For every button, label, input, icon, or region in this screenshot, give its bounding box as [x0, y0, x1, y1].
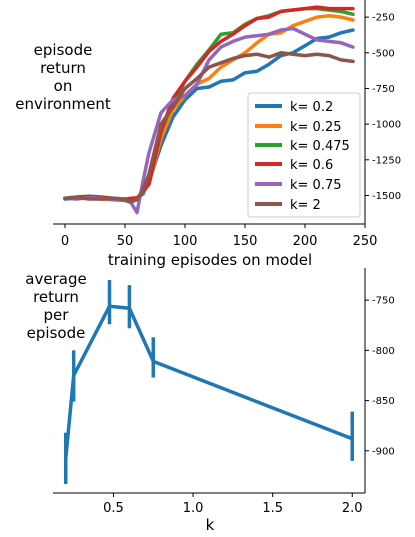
x-tick-label: 0 — [61, 234, 69, 249]
top-y-ticks: -1500 -1250 -1000 -750 -500 -250 — [365, 13, 401, 202]
x-tick-label: 1.0 — [183, 501, 204, 516]
x-tick-label: 0.5 — [103, 501, 124, 516]
bottom-y-label-line-2: return — [33, 288, 79, 306]
legend-entry: k= 0.75 — [255, 178, 342, 193]
x-tick-label: 100 — [173, 234, 198, 249]
bottom-y-axis-label: average return per episode — [25, 270, 86, 342]
bottom-y-label-line-4: episode — [27, 324, 86, 342]
top-legend: k= 0.2 k= 0.25 k= 0.475 k= 0.6 k= 0.75 k… — [247, 92, 361, 218]
top-x-axis-label: training episodes on model — [108, 251, 312, 269]
y-tick-label: -850 — [372, 396, 395, 407]
y-tick-label: -900 — [372, 446, 395, 457]
top-x-ticks: 0 50 100 150 200 250 — [61, 224, 378, 249]
x-tick-label: 1.5 — [262, 501, 283, 516]
y-tick-label: -750 — [372, 84, 395, 95]
legend-label: k= 0.75 — [290, 178, 342, 193]
top-y-label-line-4: environment — [15, 95, 111, 113]
top-y-axis-label: episode return on environment — [15, 41, 111, 113]
top-y-label-line-1: episode — [34, 41, 93, 59]
y-tick-label: -800 — [372, 346, 395, 357]
bottom-series-group — [63, 280, 355, 484]
legend-entry: k= 0.475 — [255, 139, 350, 154]
legend-label: k= 0.475 — [290, 139, 350, 154]
legend-entry: k= 2 — [255, 198, 321, 213]
bottom-chart: 0.5 1.0 1.5 2.0 -900 -850 -800 -750 k average … — [25, 268, 395, 534]
x-tick-label: 2.0 — [342, 501, 363, 516]
x-tick-label: 50 — [117, 234, 134, 249]
y-tick-label: -750 — [372, 296, 395, 307]
x-tick-label: 250 — [353, 234, 378, 249]
legend-label: k= 0.2 — [290, 100, 333, 115]
bottom-x-ticks: 0.5 1.0 1.5 2.0 — [103, 493, 363, 516]
bottom-y-ticks: -900 -850 -800 -750 — [365, 296, 395, 457]
y-tick-label: -1000 — [372, 120, 401, 131]
top-y-label-line-3: on — [54, 77, 73, 95]
bottom-x-axis-label: k — [206, 516, 215, 534]
bottom-y-label-line-1: average — [25, 270, 86, 288]
legend-entry: k= 0.25 — [255, 120, 342, 135]
bottom-y-label-line-3: per — [44, 306, 70, 324]
series-line-5 — [63, 51, 355, 204]
top-y-label-line-2: return — [40, 59, 86, 77]
y-tick-label: -250 — [372, 13, 395, 24]
legend-entry: k= 0.6 — [255, 158, 333, 173]
y-tick-label: -1500 — [372, 191, 401, 202]
top-chart: 0 50 100 150 200 250 -1500-1250-1000-750-500-… — [15, 0, 401, 269]
legend-entry: k= 0.2 — [255, 100, 333, 115]
legend-label: k= 0.6 — [290, 158, 333, 173]
y-tick-label: -500 — [372, 48, 395, 59]
x-tick-label: 150 — [233, 234, 258, 249]
top-series-group — [63, 5, 355, 215]
y-tick-label: -1250 — [372, 155, 401, 166]
legend-label: k= 2 — [290, 198, 321, 213]
legend-label: k= 0.25 — [290, 120, 342, 135]
series-line — [63, 304, 355, 461]
x-tick-label: 200 — [293, 234, 318, 249]
